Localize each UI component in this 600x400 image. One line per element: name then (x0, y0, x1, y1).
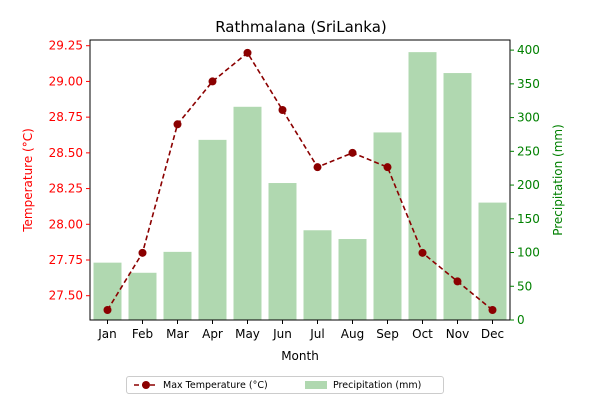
x-tick-label: Jan (97, 327, 117, 341)
legend-item-precipitation: Precipitation (mm) (303, 377, 421, 393)
temperature-point (348, 148, 357, 157)
x-axis-label: Month (281, 349, 319, 363)
bars-layer (93, 52, 507, 320)
x-tick-label: Mar (166, 327, 189, 341)
precip-bar (303, 230, 332, 320)
right-tick-label: 100 (517, 246, 540, 260)
temperature-point (488, 306, 497, 314)
left-tick-label: 28.00 (49, 217, 83, 231)
right-tick-label: 350 (517, 77, 540, 91)
precip-bar (233, 106, 262, 320)
legend-label-precipitation: Precipitation (mm) (333, 379, 422, 391)
right-tick-label: 0 (517, 313, 525, 327)
left-tick-label: 27.50 (49, 289, 83, 303)
temperature-point (453, 277, 462, 286)
legend-line-marker-icon (134, 381, 158, 389)
right-tick-label: 50 (517, 279, 532, 293)
left-tick-label: 29.25 (49, 39, 83, 53)
right-axis-label: Precipitation (mm) (551, 124, 565, 236)
x-tick-label: Feb (132, 327, 153, 341)
x-tick-label: May (235, 327, 260, 341)
chart-title: Rathmalana (SriLanka) (215, 18, 387, 36)
right-tick-label: 150 (517, 212, 540, 226)
precip-bar (163, 251, 192, 320)
x-tick-label: Sep (376, 327, 399, 341)
temperature-point (418, 248, 427, 257)
x-tick-label: Jul (309, 327, 324, 341)
legend-item-temperature: Max Temperature (°C) (133, 377, 268, 393)
right-tick-label: 300 (517, 111, 540, 125)
axes-layer: 27.50 27.75 28.00 28.25 28.50 28.75 29.00 29.25… (49, 39, 540, 341)
precip-bar (373, 132, 402, 320)
plot-frame (89, 39, 511, 321)
precip-bar (128, 272, 157, 320)
legend-bar-swatch-icon (305, 381, 327, 389)
left-tick-label: 28.25 (49, 182, 83, 196)
line-layer (103, 48, 497, 314)
temperature-point (243, 48, 252, 57)
x-tick-label: Oct (412, 327, 433, 341)
x-tick-label: Nov (446, 327, 469, 341)
temperature-point (138, 248, 147, 257)
x-tick-label: Aug (341, 327, 364, 341)
x-tick-label: Apr (202, 327, 223, 341)
temperature-point (278, 106, 287, 114)
temperature-line (106, 51, 494, 311)
temperature-point (103, 306, 112, 314)
temperature-point (173, 120, 182, 129)
legend-label-temperature: Max Temperature (°C) (163, 379, 268, 391)
precip-bar (408, 52, 437, 320)
left-tick-label: 28.50 (49, 146, 83, 160)
precip-bar (268, 183, 297, 320)
left-tick-label: 29.00 (49, 74, 83, 88)
legend: Max Temperature (°C) Precipitation (mm) (126, 376, 444, 394)
temperature-point (383, 163, 392, 172)
right-tick-label: 250 (517, 144, 540, 158)
precip-bar (478, 202, 507, 320)
x-tick-label: Dec (481, 327, 504, 341)
x-tick-label: Jun (272, 327, 292, 341)
precip-bar (198, 139, 227, 320)
left-tick-label: 27.75 (49, 253, 83, 267)
right-tick-label: 200 (517, 178, 540, 192)
temperature-point (208, 77, 217, 86)
temperature-point (313, 163, 322, 172)
left-tick-label: 28.75 (49, 110, 83, 124)
precip-bar (338, 239, 367, 320)
right-tick-label: 400 (517, 43, 540, 57)
left-axis-label: Temperature (°C) (21, 128, 35, 233)
